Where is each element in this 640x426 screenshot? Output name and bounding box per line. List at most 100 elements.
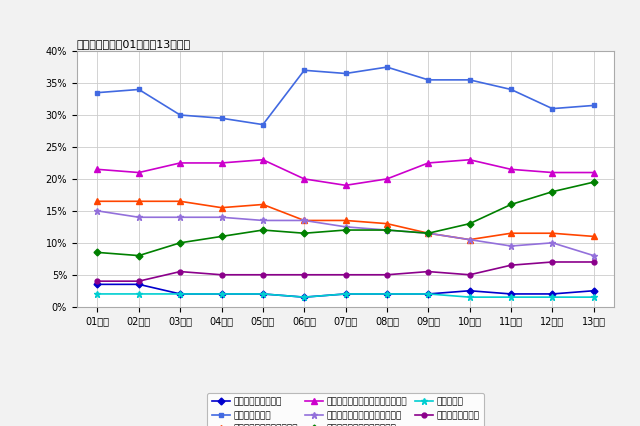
自分の夢のために働きたい <box>507 230 515 236</box>
人のためになる仕事をしたい <box>424 230 432 236</box>
楽しく働きたい <box>424 78 432 83</box>
収入さえあればよい <box>177 291 184 296</box>
楽しく働きたい <box>548 106 556 111</box>
楽しく働きたい <box>177 112 184 118</box>
プライドの持てる仕事をしたい <box>218 215 225 220</box>
自分の夢のために働きたい <box>590 234 598 239</box>
人のためになる仕事をしたい <box>590 180 598 185</box>
プライドの持てる仕事をしたい <box>177 215 184 220</box>
収入さえあればよい <box>300 295 308 300</box>
自分の夢のために働きたい <box>218 205 225 210</box>
人のためになる仕事をしたい <box>135 253 143 258</box>
収入さえあればよい <box>548 291 556 296</box>
プライドの持てる仕事をしたい <box>590 253 598 258</box>
自分の夢のために働きたい <box>135 199 143 204</box>
出世したい <box>300 295 308 300</box>
社会に貢献したい <box>135 279 143 284</box>
収入さえあればよい <box>507 291 515 296</box>
楽しく働きたい <box>300 68 308 73</box>
出世したい <box>466 295 474 300</box>
出世したい <box>259 291 267 296</box>
社会に貢献したい <box>218 272 225 277</box>
出世したい <box>135 291 143 296</box>
収入さえあればよい <box>259 291 267 296</box>
収入さえあればよい <box>135 282 143 287</box>
プライドの持てる仕事をしたい <box>93 208 101 213</box>
楽しく働きたい <box>342 71 349 76</box>
出世したい <box>342 291 349 296</box>
個人の生活と仕事を両立させたい <box>135 170 143 175</box>
社会に貢献したい <box>383 272 391 277</box>
人のためになる仕事をしたい <box>259 227 267 233</box>
人のためになる仕事をしたい <box>466 221 474 226</box>
社会に貢献したい <box>424 269 432 274</box>
収入さえあればよい <box>93 282 101 287</box>
個人の生活と仕事を両立させたい <box>424 160 432 165</box>
Line: 自分の夢のために働きたい: 自分の夢のために働きたい <box>95 199 596 242</box>
楽しく働きたい <box>218 115 225 121</box>
個人の生活と仕事を両立させたい <box>218 160 225 165</box>
自分の夢のために働きたい <box>548 230 556 236</box>
Line: プライドの持てる仕事をしたい: プライドの持てる仕事をしたい <box>94 207 597 259</box>
人のためになる仕事をしたい <box>507 202 515 207</box>
楽しく働きたい <box>135 87 143 92</box>
自分の夢のために働きたい <box>177 199 184 204</box>
出世したい <box>383 291 391 296</box>
Legend: 収入さえあればよい, 楽しく働きたい, 自分の夢のために働きたい, 個人の生活と仕事を両立させたい, プライドの持てる仕事をしたい, 人のためになる仕事をしたい: 収入さえあればよい, 楽しく働きたい, 自分の夢のために働きたい, 個人の生活と… <box>207 393 484 426</box>
自分の夢のために働きたい <box>383 221 391 226</box>
個人の生活と仕事を両立させたい <box>590 170 598 175</box>
プライドの持てる仕事をしたい <box>507 243 515 248</box>
楽しく働きたい <box>507 87 515 92</box>
出世したい <box>93 291 101 296</box>
人のためになる仕事をしたい <box>383 227 391 233</box>
社会に貢献したい <box>93 279 101 284</box>
社会に貢献したい <box>548 259 556 265</box>
社会に貢献したい <box>342 272 349 277</box>
出世したい <box>548 295 556 300</box>
Line: 社会に貢献したい: 社会に貢献したい <box>95 259 596 284</box>
社会に貢献したい <box>590 259 598 265</box>
プライドの持てる仕事をしたい <box>135 215 143 220</box>
個人の生活と仕事を両立させたい <box>342 183 349 188</box>
Line: 個人の生活と仕事を両立させたい: 個人の生活と仕事を両立させたい <box>95 157 596 188</box>
楽しく働きたい <box>383 64 391 69</box>
個人の生活と仕事を両立させたい <box>466 157 474 162</box>
個人の生活と仕事を両立させたい <box>383 176 391 181</box>
人のためになる仕事をしたい <box>93 250 101 255</box>
個人の生活と仕事を両立させたい <box>300 176 308 181</box>
人のためになる仕事をしたい <box>548 189 556 194</box>
出世したい <box>590 295 598 300</box>
プライドの持てる仕事をしたい <box>383 227 391 233</box>
自分の夢のために働きたい <box>424 230 432 236</box>
Line: 楽しく働きたい: 楽しく働きたい <box>95 65 596 127</box>
人のためになる仕事をしたい <box>218 234 225 239</box>
楽しく働きたい <box>590 103 598 108</box>
収入さえあればよい <box>424 291 432 296</box>
Text: 就職観の推移（01年卒～13年卒）: 就職観の推移（01年卒～13年卒） <box>77 39 191 49</box>
出世したい <box>177 291 184 296</box>
人のためになる仕事をしたい <box>177 240 184 245</box>
自分の夢のために働きたい <box>466 237 474 242</box>
収入さえあればよい <box>218 291 225 296</box>
人のためになる仕事をしたい <box>300 230 308 236</box>
社会に貢献したい <box>507 262 515 268</box>
出世したい <box>424 291 432 296</box>
プライドの持てる仕事をしたい <box>548 240 556 245</box>
自分の夢のために働きたい <box>259 202 267 207</box>
社会に貢献したい <box>466 272 474 277</box>
楽しく働きたい <box>93 90 101 95</box>
プライドの持てる仕事をしたい <box>466 237 474 242</box>
社会に貢献したい <box>300 272 308 277</box>
収入さえあればよい <box>590 288 598 293</box>
個人の生活と仕事を両立させたい <box>93 167 101 172</box>
自分の夢のために働きたい <box>300 218 308 223</box>
収入さえあればよい <box>466 288 474 293</box>
個人の生活と仕事を両立させたい <box>177 160 184 165</box>
個人の生活と仕事を両立させたい <box>507 167 515 172</box>
楽しく働きたい <box>259 122 267 127</box>
プライドの持てる仕事をしたい <box>342 224 349 229</box>
Line: 収入さえあればよい: 収入さえあればよい <box>95 282 596 299</box>
Line: 出世したい: 出世したい <box>94 291 597 301</box>
人のためになる仕事をしたい <box>342 227 349 233</box>
プライドの持てる仕事をしたい <box>424 230 432 236</box>
